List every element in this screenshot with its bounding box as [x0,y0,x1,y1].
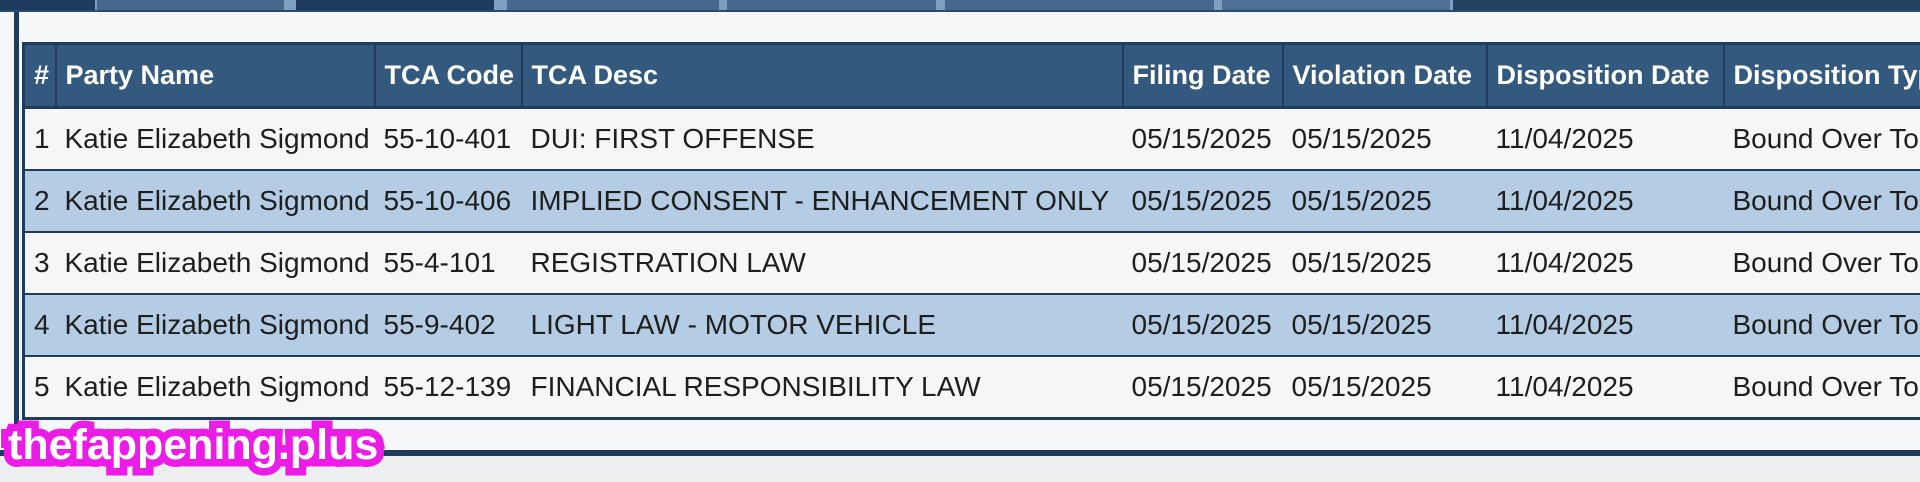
cell-tca-code: 55-9-402 [383,309,496,340]
charges-table-container: # Party Name TCA Code TCA Desc Filing Da… [22,42,1920,420]
tab-1[interactable] [0,0,95,10]
cell-tca-code: 55-10-401 [383,123,512,154]
cell-violation-date: 05/15/2025 [1291,185,1432,216]
table-row: 5 Katie Elizabeth Sigmond 55-12-139 FINA… [23,356,1920,419]
cell-party-name: Katie Elizabeth Sigmond [64,309,370,340]
cell-violation-date: 05/15/2025 [1291,123,1432,154]
cell-disposition-date: 11/04/2025 [1495,309,1634,340]
cell-tca-desc: IMPLIED CONSENT - ENHANCEMENT ONLY [530,185,1110,216]
cell-filing-date: 05/15/2025 [1131,309,1272,340]
cell-tca-code: 55-10-406 [383,185,512,216]
cell-number: 1 [34,123,50,154]
tab-5[interactable] [727,0,936,10]
tab-6[interactable] [945,0,1214,10]
column-header-number[interactable]: # [23,43,57,109]
cell-tca-desc: LIGHT LAW - MOTOR VEHICLE [530,309,937,340]
cell-party-name: Katie Elizabeth Sigmond [64,185,370,216]
cell-disposition-date: 11/04/2025 [1495,247,1634,278]
column-header-tca-desc[interactable]: TCA Desc [521,43,1124,109]
cell-disposition-type: Bound Over To [1732,309,1919,340]
table-row: 1 Katie Elizabeth Sigmond 55-10-401 DUI:… [23,107,1920,170]
cell-tca-code: 55-12-139 [383,371,512,402]
cell-disposition-date: 11/04/2025 [1495,371,1634,402]
cell-disposition-date: 11/04/2025 [1495,123,1634,154]
watermark-text: thefappening.plus [0,414,385,477]
tab-8[interactable] [1453,0,1920,10]
cell-violation-date: 05/15/2025 [1291,247,1432,278]
tab-7[interactable] [1222,0,1450,10]
tab-3[interactable] [296,0,494,10]
cell-number: 4 [34,309,50,340]
cell-number: 5 [34,371,50,402]
cell-disposition-type: Bound Over To [1732,371,1919,402]
cell-disposition-type: Bound Over To [1732,123,1919,154]
column-header-disposition-date[interactable]: Disposition Date [1486,43,1725,109]
table-row: 3 Katie Elizabeth Sigmond 55-4-101 REGIS… [23,232,1920,294]
cell-disposition-type: Bound Over To [1732,247,1919,278]
cell-number: 2 [34,185,50,216]
cell-filing-date: 05/15/2025 [1131,247,1272,278]
cell-party-name: Katie Elizabeth Sigmond [64,247,370,278]
cell-tca-desc: FINANCIAL RESPONSIBILITY LAW [530,371,981,402]
tab-strip [0,0,1920,12]
table-header-row: # Party Name TCA Code TCA Desc Filing Da… [23,43,1920,109]
page-background-strip [0,456,1920,482]
column-header-disposition-type[interactable]: Disposition Type [1723,43,1920,109]
cell-number: 3 [34,247,50,278]
column-header-tca-code[interactable]: TCA Code [374,43,523,109]
tab-2[interactable] [97,0,284,10]
tab-4[interactable] [507,0,719,10]
cell-tca-desc: DUI: FIRST OFFENSE [530,123,815,154]
column-header-violation-date[interactable]: Violation Date [1282,43,1488,109]
cell-filing-date: 05/15/2025 [1131,123,1272,154]
content-panel: # Party Name TCA Code TCA Desc Filing Da… [0,12,1920,456]
cell-tca-code: 55-4-101 [383,247,496,278]
panel-left-border [14,12,19,450]
cell-party-name: Katie Elizabeth Sigmond [64,371,370,402]
cell-disposition-date: 11/04/2025 [1495,185,1634,216]
cell-party-name: Katie Elizabeth Sigmond [64,123,370,154]
cell-disposition-type: Bound Over To [1732,185,1919,216]
cell-tca-desc: REGISTRATION LAW [530,247,806,278]
cell-violation-date: 05/15/2025 [1291,309,1432,340]
charges-table: # Party Name TCA Code TCA Desc Filing Da… [22,42,1920,420]
table-row: 4 Katie Elizabeth Sigmond 55-9-402 LIGHT… [23,294,1920,356]
cell-filing-date: 05/15/2025 [1131,185,1272,216]
column-header-filing-date[interactable]: Filing Date [1122,43,1284,109]
cell-filing-date: 05/15/2025 [1131,371,1272,402]
table-row: 2 Katie Elizabeth Sigmond 55-10-406 IMPL… [23,170,1920,232]
cell-violation-date: 05/15/2025 [1291,371,1432,402]
column-header-party-name[interactable]: Party Name [55,43,376,109]
